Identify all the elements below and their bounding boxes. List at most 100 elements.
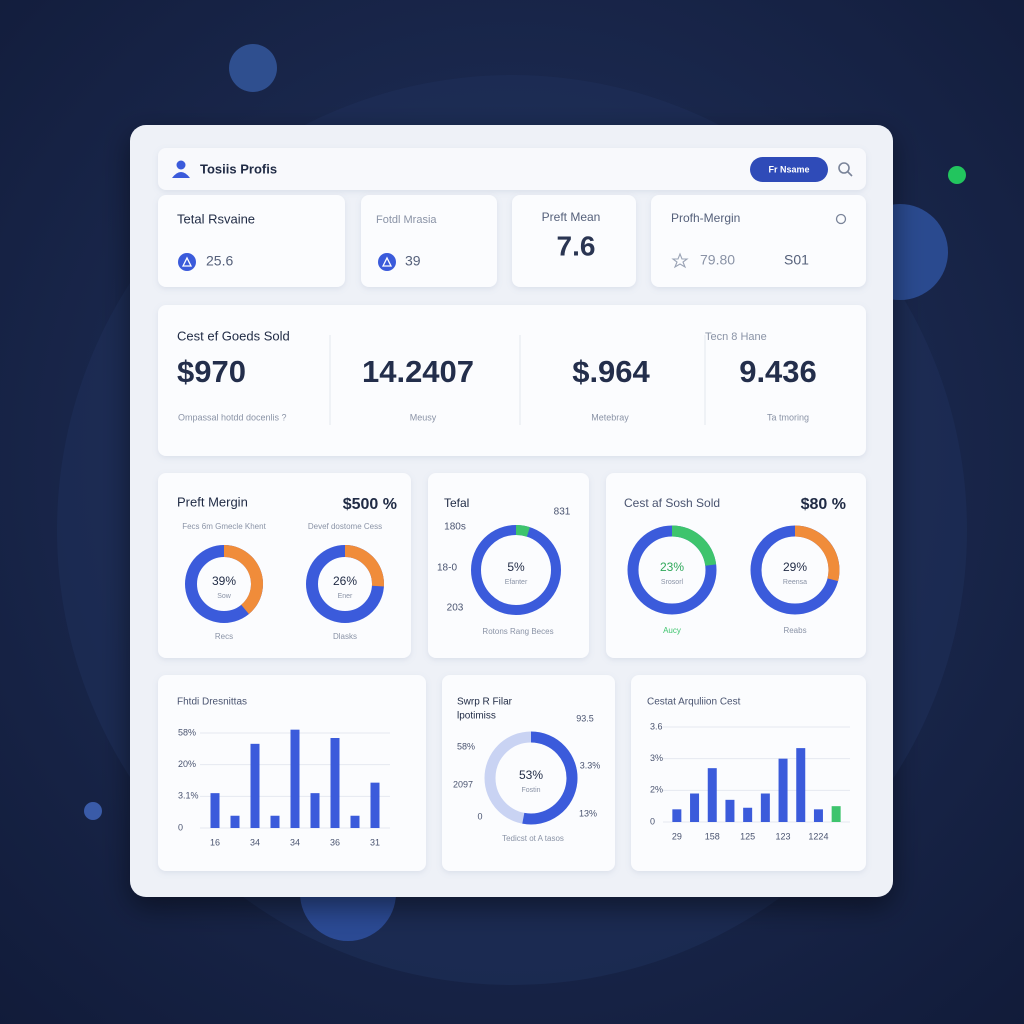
header-button[interactable] [750,157,828,182]
callout: 13% [579,808,597,818]
donut-arc [671,525,717,567]
callout: 180s [444,522,466,533]
kpi-label: Fotdl Mrasia [376,214,437,226]
callout: 831 [554,507,571,518]
bar [210,793,220,828]
bar [725,799,735,822]
bar [796,748,806,822]
bar [813,809,823,822]
donut-sub: Ener [338,593,353,600]
search-icon[interactable] [838,162,850,174]
summary-title: Tecn 8 Hane [705,331,767,343]
kpi-card [651,195,866,287]
search-icon[interactable] [847,171,853,177]
donut-label: 39% [212,574,236,588]
kpi-card [158,195,345,287]
bar [672,809,682,822]
donut-foot: Aucy [663,626,681,635]
bar [690,793,700,822]
kpi-label: Tetal Rsvaine [177,211,255,226]
x-tick-label: 1224 [808,831,828,841]
metric-value: $970 [177,354,246,389]
kpi-value: 25.6 [206,253,233,269]
donut-arc [223,545,263,615]
bar [350,815,360,828]
x-tick-label: 29 [672,831,682,841]
metric-caption: Ta tmoring [767,412,809,422]
kpi-card [361,195,497,287]
donut-foot: Rotons Rang Beces [482,627,553,636]
donut-sub: Srosorl [661,579,684,586]
x-tick-label: 36 [330,837,340,847]
card-title: Swrp R Filar [457,697,513,708]
donut-arc [794,525,840,582]
bar [250,743,260,828]
x-tick-label: 31 [370,837,380,847]
chart-title: Fhtdi Dresnittas [177,697,247,708]
donut-label: 23% [660,560,684,574]
donut-caption: Fecs 6m Gmecle Khent [182,522,266,531]
kpi-value: 39 [405,253,421,269]
kpi-icon [381,256,393,267]
x-tick-label: 123 [776,831,791,841]
x-tick-label: 158 [705,831,720,841]
donut-arc [522,731,578,825]
decor-circle [229,44,277,92]
kpi-value: 79.80 [700,252,735,268]
y-tick-label: 0 [650,816,655,826]
bar [330,738,340,828]
bar [290,729,300,828]
donut-foot: Recs [215,632,233,641]
bar [831,806,841,822]
header-bar [158,148,866,190]
metric-value: 14.2407 [362,354,474,389]
x-tick-label: 34 [250,837,260,847]
donut-sub: Sow [217,593,232,600]
status-icon [835,213,847,225]
donut-sub: Fostin [521,787,540,794]
donut-sub: Efanter [505,579,528,586]
metric-caption: Metebray [591,412,629,422]
card-title: Cest af Sosh Sold [624,496,720,510]
donut-arc [515,525,530,537]
donut-card [442,675,615,871]
button-label[interactable]: Fr Nsame [768,164,809,174]
callout: 2097 [453,779,473,789]
bar [707,768,717,822]
kpi-label: Profh-Mergin [671,211,740,225]
summary-card [158,305,866,456]
x-tick-label: 16 [210,837,220,847]
donut-label: 29% [783,560,807,574]
bar [760,793,770,822]
bar [270,815,280,828]
donut-arc [344,545,384,587]
card-total: $500 % [343,496,397,513]
callout: 203 [447,603,464,614]
donut-caption: Devef dostome Cess [308,522,382,531]
summary-title: Cest ef Goeds Sold [177,328,290,343]
y-tick-label: 3.1% [178,791,199,801]
metric-value: 9.436 [739,354,817,389]
card-title: Preft Mergin [177,494,248,509]
metric-caption: Ompassal hotdd docenlis ? [178,412,287,422]
y-tick-label: 3.6 [650,721,663,731]
y-tick-label: 58% [178,727,196,737]
donut-foot: Dlasks [333,632,357,641]
icons [172,157,853,425]
donut-foot: Tedicst ot A tasos [502,834,564,843]
kpi-label: Preft Mean [542,210,601,224]
donut-label: 5% [507,560,525,574]
bar [230,815,240,828]
decor-dot [948,166,966,184]
card-subtitle: lpotimiss [457,711,496,722]
callout: 3.3% [580,760,601,770]
kpi-icon [181,256,193,267]
x-tick-label: 34 [290,837,300,847]
user-icon [176,160,186,170]
metric-value: $.964 [572,354,650,389]
bar [743,807,753,822]
y-tick-label: 0 [178,822,183,832]
kpi-card [512,195,636,287]
y-tick-label: 2% [650,785,663,795]
